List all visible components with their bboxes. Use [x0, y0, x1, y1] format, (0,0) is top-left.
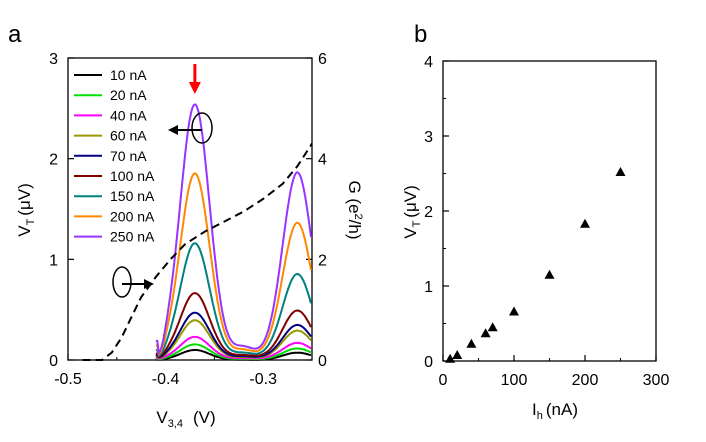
data-point	[544, 269, 555, 279]
a-xtick-label: -0.3	[249, 371, 277, 388]
b-ytick-label: 2	[424, 204, 433, 221]
panel-a-frame	[67, 57, 313, 361]
legend-label: 250 nA	[110, 229, 155, 245]
legend-label: 10 nA	[110, 67, 147, 83]
legend-label: 20 nA	[110, 87, 147, 103]
a-xtick-label: -0.5	[54, 371, 82, 388]
a-ytick-label: 1	[49, 252, 58, 269]
legend-label: 150 nA	[110, 188, 155, 204]
legend-label: 70 nA	[110, 148, 147, 164]
vt-curve-150-na	[155, 242, 312, 358]
a-y2tick-label: 4	[318, 152, 327, 169]
red-arrow	[188, 64, 201, 94]
b-ytick-label: 3	[424, 129, 433, 146]
panel-b-points	[445, 167, 626, 363]
b-ytick-label: 1	[424, 279, 433, 296]
panel-b-frame	[442, 60, 657, 362]
panel-b-ticks: 0 100 200 300 0 1 2 3 4	[424, 54, 669, 389]
vt-curve-40-na	[155, 335, 312, 360]
b-xtick-label: 0	[439, 372, 448, 389]
vt-curve-60-na	[155, 319, 312, 360]
data-point	[509, 306, 519, 316]
conductance-curve	[82, 143, 313, 361]
right-oval-arrow-annotation	[168, 112, 213, 144]
panel-b-label: b	[414, 21, 427, 48]
data-point	[466, 338, 477, 348]
legend-label: 60 nA	[110, 128, 147, 144]
panel-a-y2label: G (e2/h)	[345, 180, 364, 239]
panel-b-ylabel: VT(μV)	[401, 185, 423, 239]
panel-b-xlabel: Ih (nA)	[532, 400, 578, 422]
a-ytick-label: 3	[49, 51, 58, 68]
b-xtick-label: 200	[572, 372, 599, 389]
panel-a-label: a	[8, 21, 22, 48]
data-point	[615, 167, 626, 176]
a-ytick-label: 2	[49, 152, 58, 169]
a-y2tick-label: 6	[318, 51, 327, 68]
legend-label: 40 nA	[110, 107, 147, 123]
data-point	[445, 353, 456, 363]
left-oval-arrow-annotation	[112, 266, 154, 298]
panel-a-legend: 10 nA 20 nA 40 nA 60 nA 70 nA 100 nA 150 nA 200…	[74, 67, 155, 245]
a-y2tick-label: 2	[318, 252, 327, 269]
data-point	[452, 350, 463, 359]
data-point	[580, 218, 590, 228]
a-y2tick-label: 0	[318, 353, 327, 370]
vt-curve-100-na	[155, 292, 312, 358]
data-point	[487, 322, 498, 332]
a-xtick-label: -0.4	[152, 371, 180, 388]
vt-curve-200-na	[155, 172, 312, 357]
vt-curve-250-na	[155, 103, 312, 356]
b-xtick-label: 100	[501, 372, 528, 389]
data-point	[480, 328, 491, 338]
panel-a-ylabel: VT(μV)	[15, 183, 37, 237]
legend-label: 200 nA	[110, 208, 155, 224]
legend-label: 100 nA	[110, 168, 155, 184]
panel-a-curves	[82, 103, 313, 361]
b-ytick-label: 0	[424, 354, 433, 371]
panel-a-ticks: -0.5 -0.4 -0.3 0 1 2 3 0 2 4 6	[49, 51, 327, 388]
a-ytick-label: 0	[49, 353, 58, 370]
b-ytick-label: 4	[424, 54, 433, 71]
b-xtick-label: 300	[643, 372, 670, 389]
vt-curve-70-na	[155, 311, 312, 359]
panel-a-xlabel: V3,4 (V)	[156, 408, 215, 430]
